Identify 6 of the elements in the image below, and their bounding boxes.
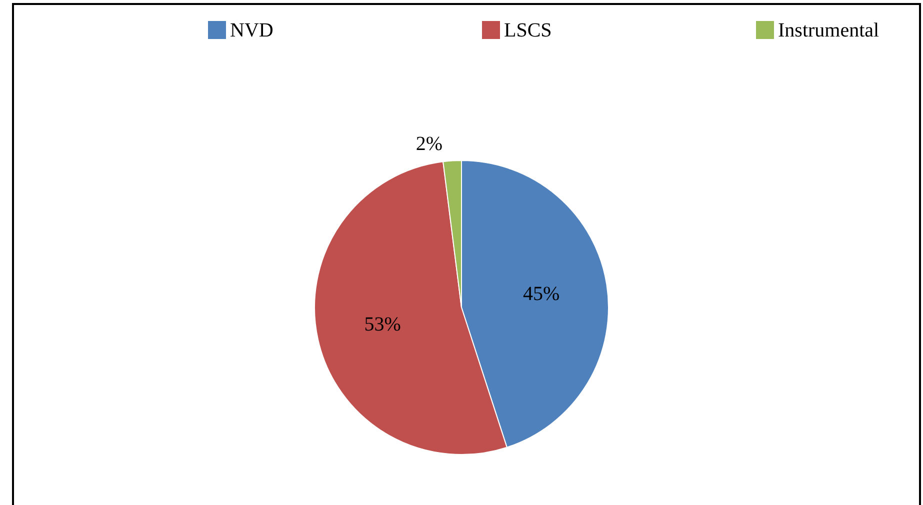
data-label: 53%: [364, 313, 401, 336]
data-label: 45%: [523, 283, 560, 306]
legend-label: Instrumental: [778, 19, 880, 42]
legend-label: LSCS: [504, 19, 552, 42]
legend-label: NVD: [230, 19, 274, 42]
data-label: 2%: [416, 133, 443, 156]
